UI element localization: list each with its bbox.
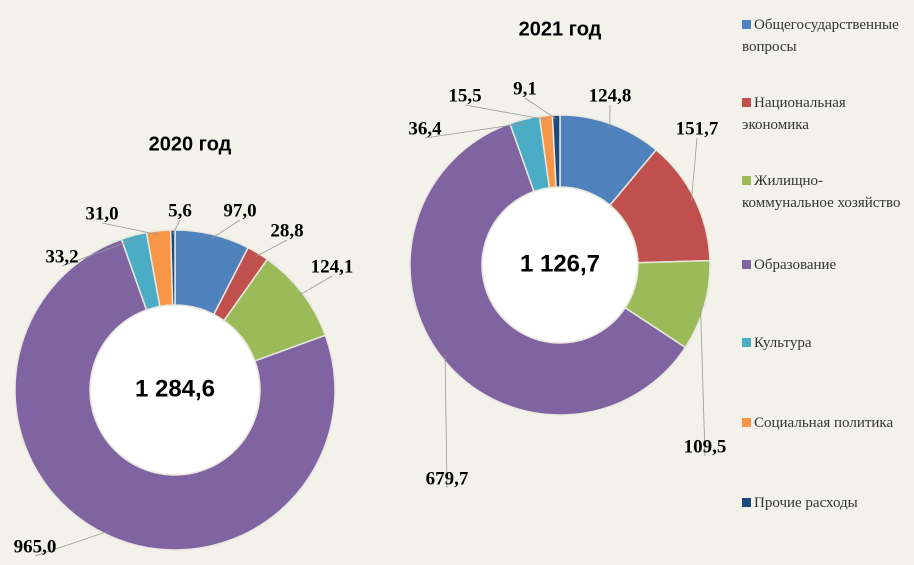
leader-line [255, 239, 288, 257]
leader-line [424, 122, 526, 139]
legend-label: Образование [754, 257, 837, 273]
value-label: 965,0 [14, 536, 57, 557]
legend-entry: Образование [742, 254, 910, 276]
value-label: 28,8 [270, 220, 303, 241]
legend-swatch [742, 498, 751, 507]
value-label: 33,2 [45, 246, 78, 267]
value-label: 9,1 [513, 78, 537, 99]
legend-swatch [742, 20, 751, 29]
legend-swatch [742, 260, 751, 269]
chart-title: 2020 год [149, 133, 232, 155]
legend-entry: Социальная политика [742, 412, 910, 434]
slice [551, 114, 561, 188]
leader-line [34, 530, 109, 557]
leader-line [61, 238, 136, 267]
leader-line [172, 219, 181, 235]
value-label: 124,1 [311, 256, 354, 277]
total-label: 1 284,6 [135, 375, 215, 402]
legend-label: Прочие расходы [754, 495, 858, 511]
value-label: 97,0 [223, 200, 256, 221]
legend-entry: Прочие расходы [742, 492, 910, 514]
leader-line [700, 304, 706, 457]
legend-swatch [742, 176, 751, 185]
donut-hole [483, 188, 637, 342]
value-label: 151,7 [676, 118, 719, 139]
leader-line [690, 137, 698, 202]
legend-swatch [742, 338, 751, 347]
legend-entry: Культура [742, 332, 910, 354]
leader-line [211, 219, 241, 239]
legend-swatch [742, 418, 751, 427]
legend-label: Социальная политика [754, 415, 894, 431]
slice [14, 238, 336, 551]
leader-line [464, 104, 547, 121]
legend-label: Общегосударственные вопросы [742, 17, 899, 55]
legend-label: Жилищно-коммунальное хозяйство [742, 173, 901, 211]
legend-swatch [742, 98, 751, 107]
legend-entry: Жилищно-коммунальное хозяйство [742, 170, 910, 214]
legend-entry: Общегосударственные вопросы [742, 14, 910, 58]
legend-label: Национальная экономика [742, 95, 846, 133]
total-label: 1 126,7 [520, 250, 600, 277]
value-label: 109,5 [684, 436, 727, 457]
value-label: 679,7 [426, 468, 469, 489]
value-label: 124,8 [589, 85, 632, 106]
chart-title: 2021 год [519, 18, 602, 40]
leader-line [298, 275, 333, 296]
slice [169, 229, 176, 306]
leader-line [524, 97, 557, 120]
value-label: 5,6 [168, 200, 192, 221]
donut-hole [91, 306, 259, 474]
value-label: 15,5 [448, 85, 481, 106]
value-label: 31,0 [85, 203, 118, 224]
legend-entry: Национальная экономика [742, 92, 910, 136]
legend-label: Культура [754, 335, 812, 351]
slice [409, 122, 687, 416]
leader-line [101, 222, 160, 236]
value-label: 36,4 [408, 118, 442, 139]
leader-line [444, 355, 448, 489]
